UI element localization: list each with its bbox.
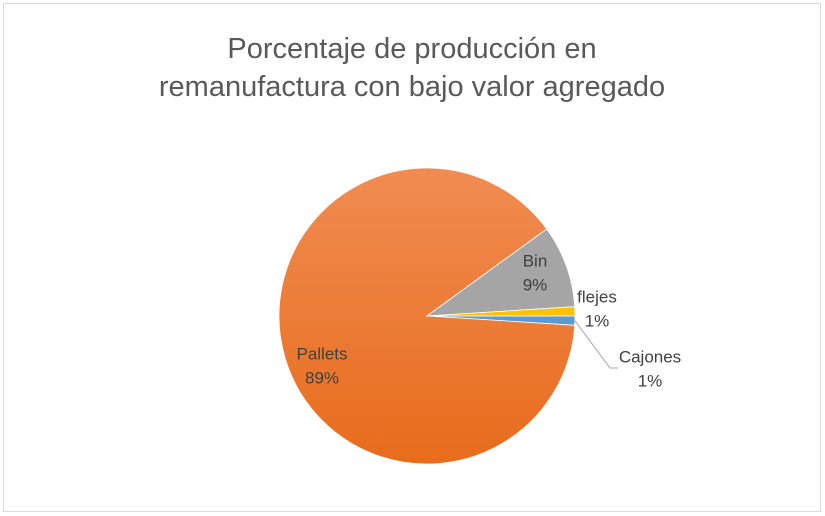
chart-title: Porcentaje de producción en remanufactur…	[158, 33, 666, 103]
slice-value-label: 89%	[305, 368, 339, 387]
pie-slice	[425, 228, 576, 317]
slice-value-label: 1%	[638, 371, 663, 390]
leader-line	[574, 320, 618, 369]
slice-value-label: 9%	[523, 275, 548, 294]
pie-slice	[426, 306, 576, 317]
slice-label: Pallets	[296, 344, 347, 363]
slice-label: flejes	[577, 287, 617, 306]
slice-label: Bin	[523, 251, 548, 270]
slice-label: Cajones	[619, 347, 681, 366]
slice-value-label: 1%	[585, 311, 610, 330]
